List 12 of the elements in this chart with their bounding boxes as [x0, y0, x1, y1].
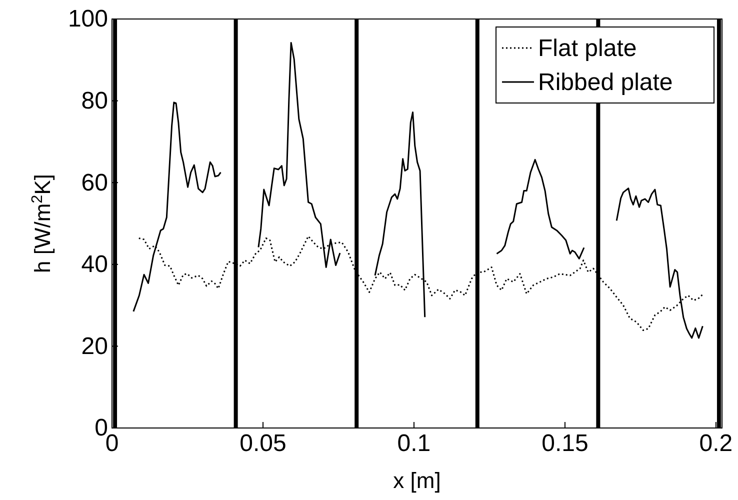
y-tick-label: 100: [68, 6, 108, 33]
x-tick-label: 0.2: [699, 430, 733, 458]
y-tick-label: 80: [81, 87, 108, 114]
y-tick-label: 20: [81, 332, 108, 360]
legend-label: Ribbed plate: [538, 69, 673, 96]
x-tick-label: 0.05: [240, 430, 286, 458]
x-axis-title: x [m]: [393, 468, 441, 493]
x-tick-label: 0.15: [542, 430, 588, 458]
y-tick-label: 40: [81, 251, 108, 278]
legend-label: Flat plate: [538, 35, 637, 62]
y-tick-label: 60: [81, 169, 108, 196]
x-tick-label: 0.1: [397, 430, 431, 458]
